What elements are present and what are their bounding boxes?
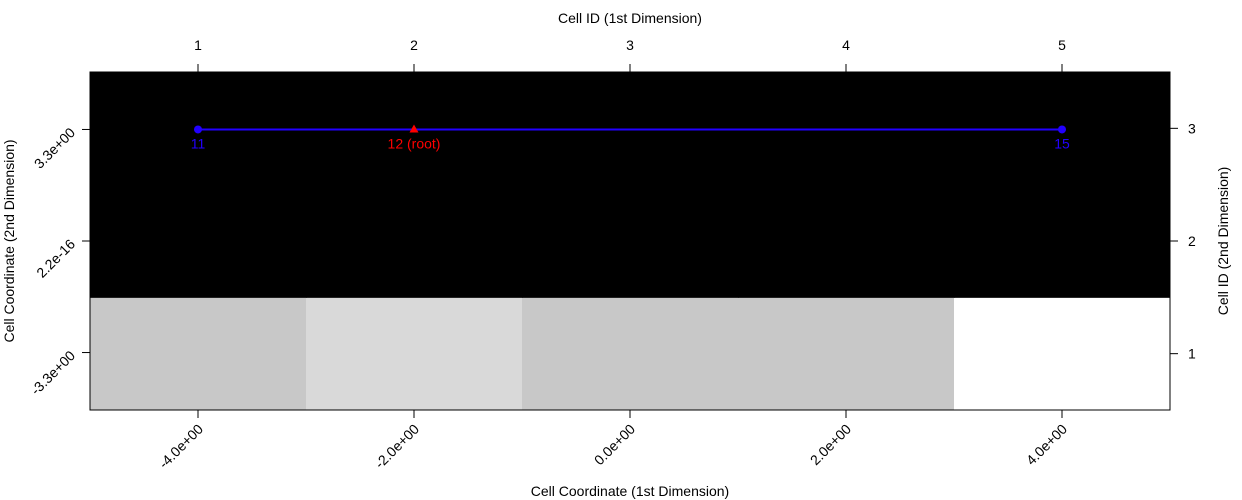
y2-axis-tick-label: 3	[1188, 120, 1196, 136]
path-point-label: 15	[1054, 135, 1070, 151]
x2-axis-tick-label: 5	[1058, 37, 1066, 53]
heatmap-cell	[306, 297, 523, 411]
y-axis-tick-label: 3.3e+00	[31, 124, 79, 172]
x2-axis-tick-label: 2	[410, 37, 418, 53]
heatmap-cell	[306, 184, 523, 298]
x-axis-tick-label: 4.0e+00	[1023, 421, 1071, 469]
heatmap-cell	[954, 184, 1171, 298]
path-layer: 11 12 (root) 15	[191, 124, 1070, 151]
heatmap-cell	[90, 297, 307, 411]
y-axis-tick-label: 2.2e-16	[33, 236, 78, 281]
path-point	[194, 125, 202, 134]
path-point-label: 11	[191, 135, 206, 151]
y2-axis-tick-label: 2	[1188, 233, 1196, 249]
heatmap-cell	[738, 297, 955, 411]
path-point-label: 12 (root)	[388, 135, 441, 151]
x-axis-title: Cell Coordinate (1st Dimension)	[531, 483, 729, 499]
y2-axis-title: Cell ID (2nd Dimension)	[1215, 167, 1231, 316]
x2-axis-title: Cell ID (1st Dimension)	[558, 10, 702, 26]
x-axis-tick-label: 2.0e+00	[807, 421, 855, 469]
y2-axis-tick-label: 1	[1188, 346, 1196, 362]
heatmap-cell	[522, 297, 739, 411]
heatmap-cell	[522, 184, 739, 298]
x2-axis-tick-label: 1	[194, 37, 202, 53]
y-axis-title: Cell Coordinate (2nd Dimension)	[1, 139, 17, 342]
heatmap-cell	[954, 297, 1171, 411]
x-axis-tick-label: 0.0e+00	[591, 421, 639, 469]
x-axis-tick-label: -4.0e+00	[155, 421, 206, 472]
heatmap-cell	[90, 184, 307, 298]
path-point	[1058, 125, 1066, 134]
heatmap-cell	[738, 184, 955, 298]
x-axis-tick-label: -2.0e+00	[371, 421, 422, 472]
x2-axis-tick-label: 4	[842, 37, 850, 53]
x2-axis-tick-label: 3	[626, 37, 634, 53]
heatmap-cells	[90, 72, 1171, 411]
path-point-triangle	[409, 124, 419, 133]
y-axis-tick-label: -3.3e+00	[27, 347, 78, 398]
